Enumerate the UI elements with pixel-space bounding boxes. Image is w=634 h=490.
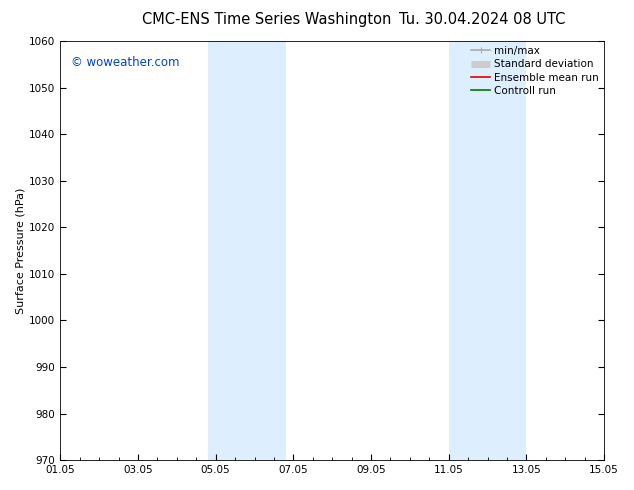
Text: CMC-ENS Time Series Washington: CMC-ENS Time Series Washington — [141, 12, 391, 27]
Text: © woweather.com: © woweather.com — [71, 56, 179, 69]
Legend: min/max, Standard deviation, Ensemble mean run, Controll run: min/max, Standard deviation, Ensemble me… — [469, 44, 601, 98]
Bar — [449, 41, 526, 460]
Y-axis label: Surface Pressure (hPa): Surface Pressure (hPa) — [15, 187, 25, 314]
Bar — [208, 41, 285, 460]
Text: Tu. 30.04.2024 08 UTC: Tu. 30.04.2024 08 UTC — [399, 12, 565, 27]
